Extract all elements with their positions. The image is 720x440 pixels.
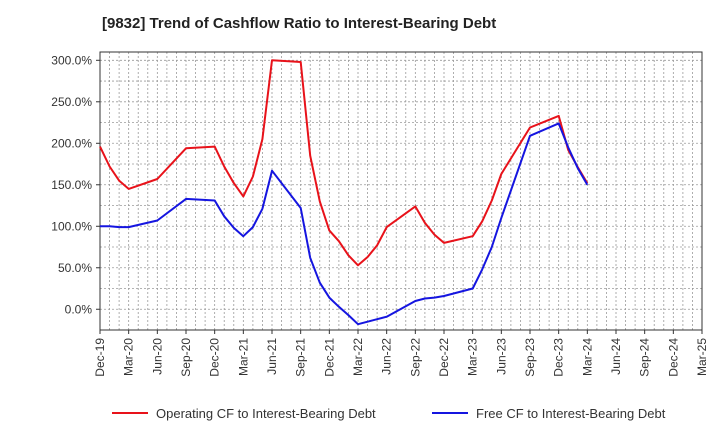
x-tick-label: Dec-24 xyxy=(666,338,680,377)
x-tick-label: Jun-24 xyxy=(609,338,623,375)
x-tick-label: Sep-23 xyxy=(523,338,537,377)
y-tick-label: 0.0% xyxy=(65,302,93,316)
grid-layer xyxy=(99,52,703,330)
x-tick-label: Sep-24 xyxy=(638,338,652,377)
x-tick-label: Sep-20 xyxy=(179,338,193,377)
y-tick-label: 100.0% xyxy=(51,219,92,233)
x-tick-label: Mar-22 xyxy=(351,338,365,376)
x-tick-label: Dec-21 xyxy=(322,338,336,377)
y-tick-label: 50.0% xyxy=(58,261,92,275)
chart-title: [9832] Trend of Cashflow Ratio to Intere… xyxy=(102,15,497,32)
x-tick-label: Mar-23 xyxy=(466,338,480,376)
plot-frame xyxy=(99,51,703,331)
x-tick-label: Sep-21 xyxy=(294,338,308,377)
series-line-1 xyxy=(99,59,589,267)
x-tick-label: Dec-20 xyxy=(208,338,222,377)
x-tick-label: Sep-22 xyxy=(408,338,422,377)
y-tick-label: 200.0% xyxy=(51,136,92,150)
x-tick-label: Jun-21 xyxy=(265,338,279,375)
x-tick-label: Mar-24 xyxy=(580,338,594,376)
y-tick-label: 250.0% xyxy=(51,95,92,109)
x-tick-label: Mar-20 xyxy=(122,338,136,376)
x-tick-label: Jun-22 xyxy=(380,338,394,375)
series-layer xyxy=(99,59,589,326)
legend-label-2: Free CF to Interest-Bearing Debt xyxy=(476,406,666,421)
x-tick-label: Mar-21 xyxy=(236,338,250,376)
x-tick-label: Mar-25 xyxy=(695,338,709,376)
legend-label-1: Operating CF to Interest-Bearing Debt xyxy=(156,406,376,421)
y-tick-label: 300.0% xyxy=(51,53,92,67)
legend: Operating CF to Interest-Bearing Debt Fre… xyxy=(112,406,666,421)
series-line-2 xyxy=(100,122,589,326)
x-tick-label: Dec-23 xyxy=(552,338,566,377)
x-tick-label: Jun-20 xyxy=(150,338,164,375)
x-tick-label: Jun-23 xyxy=(494,338,508,375)
x-tick-label: Dec-19 xyxy=(93,338,107,377)
y-tick-label: 150.0% xyxy=(51,178,92,192)
axis-labels: 300.0% 250.0% 200.0% 150.0% 100.0% 50.0% 0.0% D… xyxy=(51,53,709,376)
x-tick-label: Dec-22 xyxy=(437,338,451,377)
